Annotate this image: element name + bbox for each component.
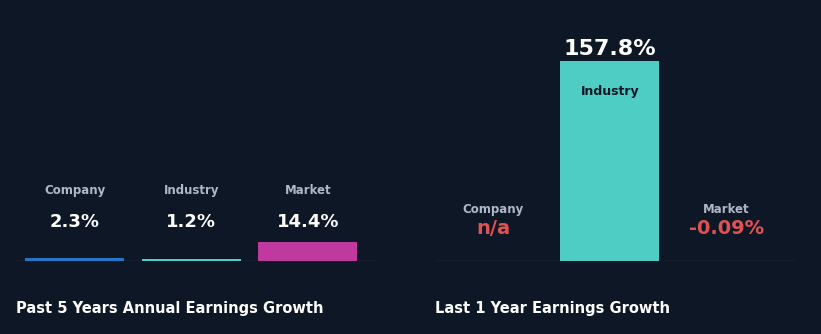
Text: 2.3%: 2.3% — [50, 213, 99, 231]
Text: -0.09%: -0.09% — [689, 219, 764, 238]
Text: Last 1 Year Earnings Growth: Last 1 Year Earnings Growth — [435, 301, 670, 316]
Text: Past 5 Years Annual Earnings Growth: Past 5 Years Annual Earnings Growth — [16, 301, 324, 316]
Bar — [142, 259, 241, 261]
Text: Industry: Industry — [580, 85, 640, 98]
Bar — [25, 258, 124, 261]
Text: 1.2%: 1.2% — [166, 213, 216, 231]
Bar — [561, 61, 659, 261]
Text: Industry: Industry — [163, 184, 219, 197]
Text: Company: Company — [463, 203, 524, 216]
Text: Market: Market — [284, 184, 331, 197]
Text: n/a: n/a — [476, 219, 511, 238]
Text: Company: Company — [44, 184, 105, 197]
Text: 157.8%: 157.8% — [563, 39, 656, 59]
Text: Market: Market — [703, 203, 750, 216]
Text: 14.4%: 14.4% — [277, 213, 339, 231]
Bar — [259, 242, 357, 261]
